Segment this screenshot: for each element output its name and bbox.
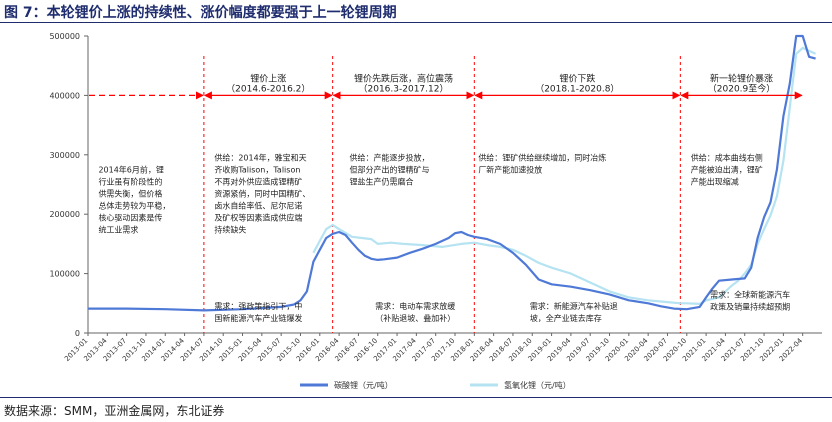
annotation-line: 行业虽有阶段性的: [98, 177, 162, 187]
annotation-text: 2014年6月前，锂行业虽有阶段性的供需失衡，但价格总体走势较为平稳， 核心驱动因…: [98, 165, 170, 235]
annotation-line: 持续缺失: [214, 225, 246, 235]
annotation-line: 统工业需求: [98, 225, 138, 235]
annotation-text: 需求：全球新能源汽车政策及销量持续超预期: [710, 289, 790, 311]
phase-range: （2014.6-2016.2）: [226, 83, 310, 94]
annotation-line: 总体走势较为平稳，: [98, 201, 170, 211]
annotation-text: 需求：电动车需求放缓 （补贴退坡、叠加补）: [375, 301, 455, 323]
annotation-text: 需求：强政策指引下，中国新能源汽车产业链爆发: [214, 301, 302, 323]
annotation-line: 需求：电动车需求放缓: [375, 301, 455, 311]
source-divider: [0, 397, 832, 398]
y-tick-label: 300000: [49, 151, 80, 160]
annotation-line: 资源紧俏，同时中国精矿、: [214, 189, 310, 199]
phase-range: （2016.3-2017.12）: [359, 83, 449, 94]
annotation-text: 需求：新能源汽车补贴退坡，全产业链去库存: [530, 301, 618, 323]
series-line: [88, 34, 816, 312]
annotation-line: 产能被迫出清，锂矿: [691, 165, 763, 175]
annotation-line: 厂新产能加速投放: [478, 165, 542, 175]
phase-title: 锂价上涨: [250, 72, 286, 84]
annotation-line: 及矿权等因素造成供应端: [214, 213, 302, 223]
annotation-line: 核心驱动因素是传: [98, 213, 162, 223]
annotation-text: 供给：成本曲线右侧产能被迫出清，锂矿产能出现缩减: [691, 153, 763, 187]
legend-label: 氢氧化锂（元/吨）: [504, 380, 571, 390]
y-tick-label: 200000: [49, 210, 80, 219]
annotation-line: 产能出现缩减: [691, 177, 739, 187]
annotation-line: 但部分产出的锂精矿与: [350, 165, 430, 175]
annotation-text: 供给：锂矿供给继续增加，同时冶炼厂新产能加速投放: [478, 153, 606, 175]
annotation-text: 供给：产能逐步投放， 但部分产出的锂精矿与锂盐生产仍需磨合: [350, 153, 430, 187]
annotation-line: 供给：产能逐步投放，: [350, 153, 430, 163]
series-line: [312, 46, 817, 305]
y-tick-label: 400000: [49, 91, 80, 100]
y-tick-label: 500000: [49, 32, 80, 41]
annotation-line: 需求：新能源汽车补贴退: [530, 301, 618, 311]
annotation-line: 锂盐生产仍需磨合: [350, 177, 414, 187]
annotation-line: 供给：成本曲线右侧: [691, 153, 763, 163]
figure-title: 图 7：本轮锂价上涨的持续性、涨价幅度都要强于上一轮锂周期: [4, 5, 397, 21]
phase-title: 锂价先跌后涨，高位震荡: [354, 72, 453, 84]
phase-range: （2020.9至今）: [708, 82, 776, 94]
annotation-line: 供需失衡，但价格: [98, 189, 162, 199]
annotation-line: 坡，全产业链去库存: [530, 313, 602, 323]
annotation-text: 供给：2014年，雅宝和天齐收购Talison，Talison 不再对外供应造成锂…: [214, 153, 310, 235]
annotation-line: （补贴退坡、叠加补）: [375, 313, 455, 323]
phase-title: 锂价下跌: [559, 72, 595, 84]
annotation-line: 供给：2014年，雅宝和天: [214, 153, 306, 163]
annotation-line: 需求：全球新能源汽车: [710, 289, 790, 299]
annotation-line: 国新能源汽车产业链爆发: [214, 313, 302, 323]
annotation-line: 供给：锂矿供给继续增加，同时冶炼: [478, 153, 606, 163]
lithium-price-chart: 01000002000003000004000005000002013-0120…: [49, 32, 822, 390]
phase-title: 新一轮锂价暴涨: [710, 72, 773, 84]
annotation-line: 2014年6月前，锂: [98, 165, 163, 175]
annotation-line: 卤水自给率低、尼尔尼诺: [214, 201, 302, 211]
source-note: 数据来源：SMM，亚洲金属网，东北证券: [4, 404, 225, 418]
phase-range: （2018.1-2020.8）: [535, 83, 619, 94]
y-tick-label: 100000: [49, 270, 80, 279]
annotation-line: 不再对外供应造成锂精矿: [214, 177, 302, 187]
annotation-line: 齐收购Talison，Talison: [214, 165, 300, 175]
annotation-line: 政策及销量持续超预期: [710, 301, 790, 311]
annotation-line: 需求：强政策指引下，中: [214, 301, 302, 311]
title-divider: [0, 22, 832, 23]
legend-label: 碳酸锂（元/吨）: [334, 380, 393, 390]
y-tick-label: 0: [75, 329, 80, 338]
